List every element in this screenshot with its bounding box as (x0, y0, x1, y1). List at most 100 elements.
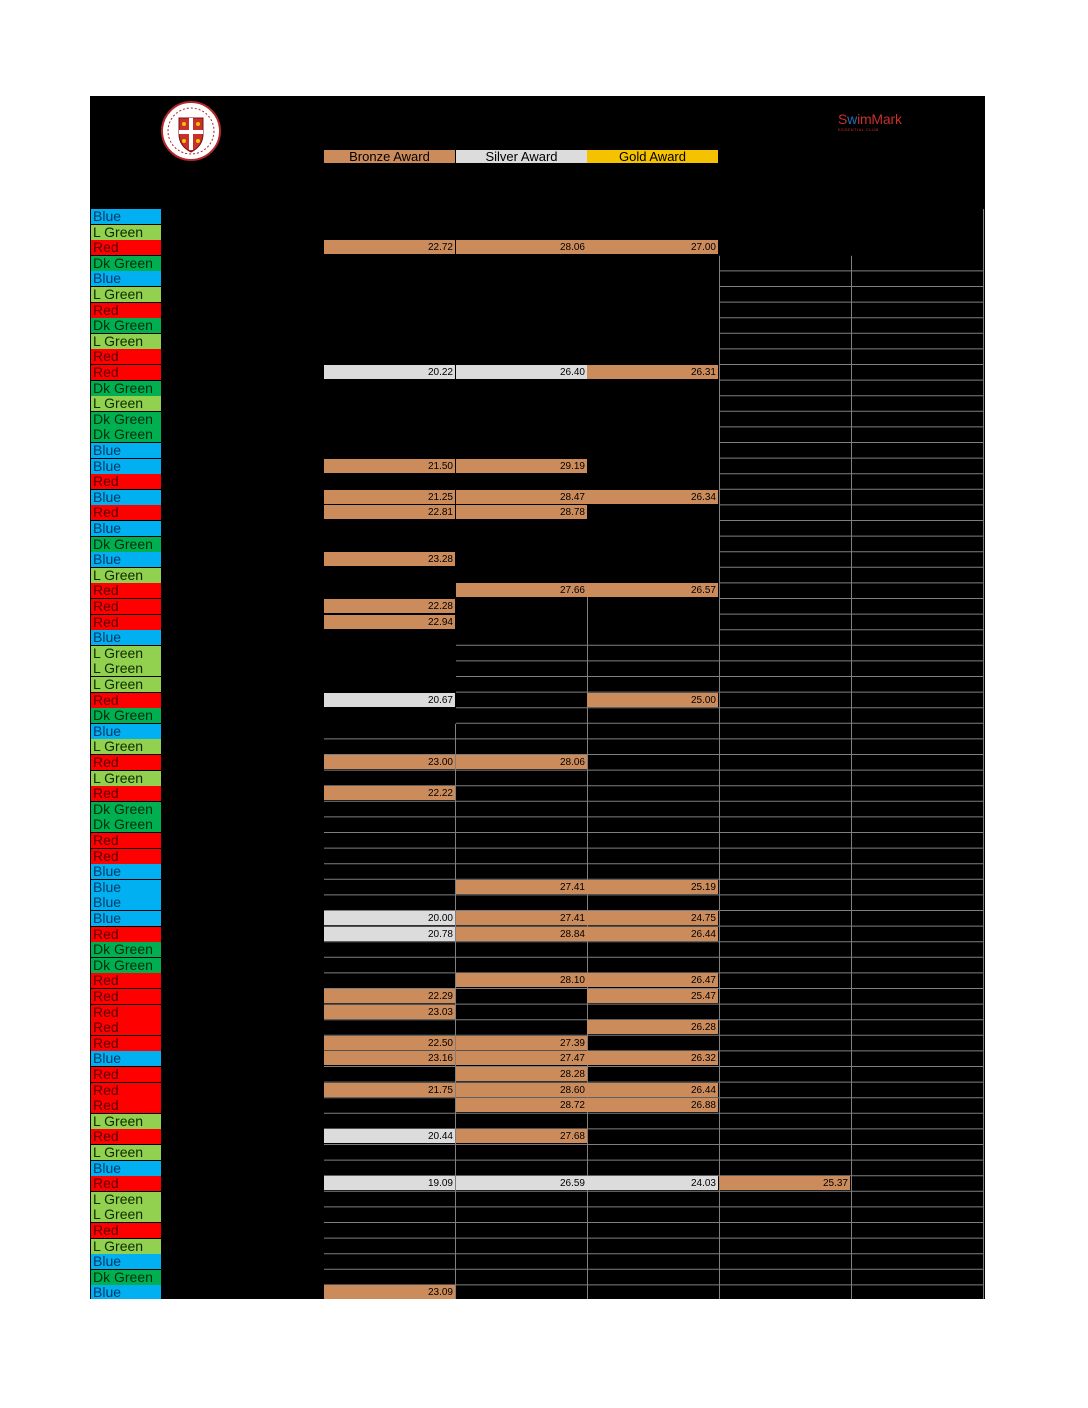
table-row: L Green (90, 1145, 985, 1161)
group-tag: Red (91, 833, 161, 848)
group-tag: Red (91, 1067, 161, 1082)
group-tag: Dk Green (91, 411, 161, 427)
table-row: Blue (90, 1160, 985, 1177)
table-row: L Green (90, 1191, 985, 1208)
group-tag: Red (91, 989, 161, 1004)
table-row: L Green (90, 287, 985, 303)
group-tag: Dk Green (91, 1269, 161, 1285)
table-row: Blue 20.00 27.41 24.75 (90, 911, 985, 927)
group-tag: Red (91, 848, 161, 864)
table-row: L Green (90, 677, 985, 693)
table-row: L Green (90, 333, 985, 350)
table-row: Red 28.10 26.47 (90, 973, 985, 989)
award-time-cell: 26.34 (587, 489, 718, 504)
table-row: Red 22.94 (90, 614, 985, 631)
group-tag: Blue (91, 1254, 161, 1270)
table-row: Red (90, 349, 985, 365)
table-row: Blue (90, 895, 985, 911)
award-time-cell: 26.31 (587, 365, 718, 379)
group-tag: Dk Green (91, 318, 161, 334)
table-row: Dk Green (90, 255, 985, 272)
swimmark-logo-subtitle: ESSENTIAL CLUB (838, 127, 879, 132)
award-time-cell: 23.03 (324, 1004, 455, 1019)
group-tag: Blue (91, 895, 161, 911)
award-time-cell: 20.67 (324, 692, 455, 707)
table-row: Blue (90, 864, 985, 880)
table-row: Blue (90, 271, 985, 287)
legend-gold-award: Gold Award (587, 150, 718, 163)
award-time-cell: 22.22 (324, 786, 455, 801)
award-time-cell: 28.72 (456, 1098, 587, 1113)
award-time-cell: 27.68 (456, 1129, 587, 1144)
group-tag: Blue (91, 1051, 161, 1067)
table-row: L Green (90, 770, 985, 787)
award-time-cell: 26.32 (587, 1051, 718, 1066)
award-time-cell: 25.00 (587, 692, 718, 707)
award-time-cell: 27.41 (456, 879, 587, 894)
award-time-cell: 26.88 (587, 1098, 718, 1113)
group-tag: Red (91, 755, 161, 770)
table-row: Dk Green (90, 536, 985, 553)
group-tag: Red (91, 240, 161, 256)
award-time-cell: 26.44 (587, 926, 718, 941)
group-tag: Red (91, 1098, 161, 1114)
group-tag: Dk Green (91, 942, 161, 958)
group-tag: Blue (91, 271, 161, 287)
group-tag: Blue (91, 723, 161, 739)
award-sheet: SwimMark ESSENTIAL CLUB Bronze Award Sil… (90, 96, 985, 1299)
award-time-cell: 28.84 (456, 926, 587, 941)
award-time-cell: 20.00 (324, 911, 455, 925)
award-time-cell: 27.39 (456, 1035, 587, 1050)
table-row: Blue 21.25 28.47 26.34 (90, 489, 985, 506)
award-time-cell: 25.47 (587, 989, 718, 1003)
table-row: Red (90, 848, 985, 865)
table-row: Dk Green (90, 708, 985, 724)
table-row: Dk Green (90, 380, 985, 397)
group-tag: Red (91, 474, 161, 490)
group-tag: Red (91, 599, 161, 614)
award-time-cell: 22.81 (324, 505, 455, 520)
group-tag: Dk Green (91, 255, 161, 271)
table-row: Red 28.28 (90, 1067, 985, 1083)
table-row: Dk Green (90, 427, 985, 443)
award-time-cell: 23.00 (324, 755, 455, 769)
award-time-cell: 26.47 (587, 973, 718, 988)
group-tag: Red (91, 614, 161, 630)
table-row: Blue (90, 630, 985, 646)
group-tag: Blue (91, 1285, 161, 1299)
group-tag: Blue (91, 552, 161, 568)
table-row: Red 22.72 28.06 27.00 (90, 240, 985, 256)
award-time-cell: 27.47 (456, 1051, 587, 1066)
table-row: Blue (90, 209, 985, 225)
group-tag: Blue (91, 521, 161, 536)
award-time-cell: 19.09 (324, 1176, 455, 1191)
group-tag: Dk Green (91, 380, 161, 396)
group-tag: Blue (91, 630, 161, 646)
group-tag: Red (91, 1004, 161, 1020)
table-row: Dk Green (90, 411, 985, 428)
award-time-cell: 21.25 (324, 489, 455, 504)
award-time-cell: 23.09 (324, 1285, 455, 1299)
table-row: L Green (90, 739, 985, 755)
table-row: L Green (90, 661, 985, 677)
table-row: Red 20.78 28.84 26.44 (90, 926, 985, 943)
group-tag: Red (91, 302, 161, 318)
group-tag: L Green (91, 770, 161, 786)
group-tag: Dk Green (91, 536, 161, 552)
award-time-cell: 20.22 (324, 365, 455, 379)
table-row: Red 19.09 26.59 24.03 25.37 (90, 1176, 985, 1192)
group-tag: L Green (91, 1145, 161, 1160)
group-tag: Blue (91, 864, 161, 880)
group-tag: L Green (91, 677, 161, 692)
legend-silver-award: Silver Award (456, 150, 587, 163)
award-time-cell: 26.57 (587, 583, 718, 598)
table-row: Red 22.28 (90, 599, 985, 615)
table-row: Blue 21.50 29.19 (90, 458, 985, 475)
group-tag: Blue (91, 879, 161, 895)
table-row: Red (90, 474, 985, 490)
table-row: Red 26.28 (90, 1020, 985, 1036)
award-time-cell: 26.40 (456, 365, 587, 379)
group-tag: Blue (91, 1160, 161, 1176)
group-tag: Red (91, 926, 161, 942)
group-tag: Red (91, 1223, 161, 1238)
